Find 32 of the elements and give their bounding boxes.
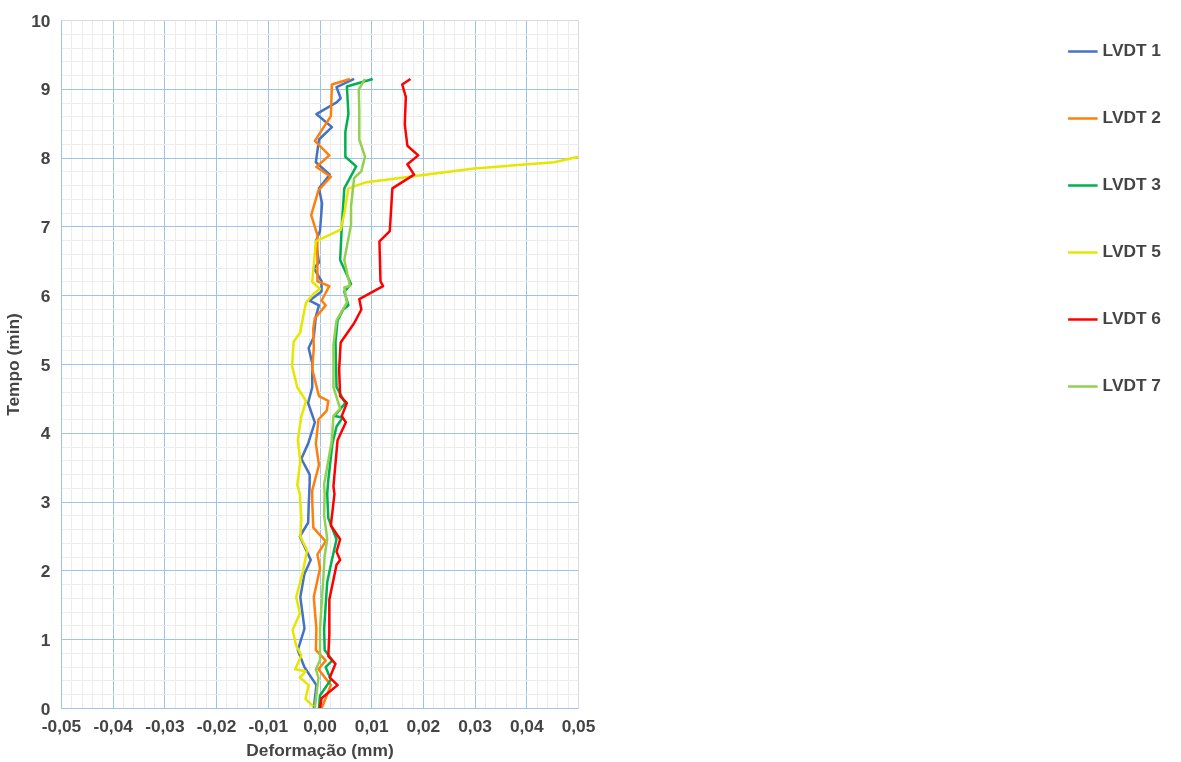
- legend-label: LVDT 1: [1102, 40, 1161, 61]
- line-series: [313, 77, 367, 709]
- y-tick-label: 6: [40, 285, 51, 306]
- legend-label: LVDT 2: [1102, 107, 1161, 128]
- x-tick-label: -0,01: [248, 715, 289, 736]
- legend-label: LVDT 7: [1102, 375, 1161, 396]
- x-axis-title: Deformação (mm): [246, 739, 394, 760]
- x-tick-label: 0,05: [561, 715, 596, 736]
- x-tick-label: -0,04: [93, 715, 134, 736]
- legend-label: LVDT 3: [1102, 174, 1161, 195]
- x-tick-label: -0,03: [145, 715, 186, 736]
- line-series: [318, 77, 420, 709]
- x-tick-label: 0,01: [354, 715, 389, 736]
- y-tick-label: 4: [40, 423, 51, 444]
- x-tick-label: 0,03: [458, 715, 493, 736]
- y-axis-title: Tempo (min): [3, 313, 24, 416]
- y-tick-label: 7: [40, 216, 51, 237]
- line-series: [290, 155, 579, 708]
- y-tick-label: 1: [40, 629, 51, 650]
- legend-label: LVDT 6: [1102, 308, 1161, 329]
- y-tick-label: 10: [31, 10, 51, 31]
- y-tick-label: 2: [40, 560, 51, 581]
- x-tick-label: 0,00: [303, 715, 337, 736]
- y-tick-label: 5: [40, 354, 51, 375]
- y-tick-label: 3: [40, 492, 51, 513]
- x-tick-label: 0,04: [509, 715, 545, 736]
- y-tick-label: 9: [40, 79, 51, 100]
- x-tick-label: 0,02: [406, 715, 441, 736]
- legend-label: LVDT 5: [1102, 241, 1161, 262]
- y-tick-label: 8: [40, 148, 51, 169]
- line-series: [309, 77, 352, 709]
- x-tick-label: -0,02: [196, 715, 237, 736]
